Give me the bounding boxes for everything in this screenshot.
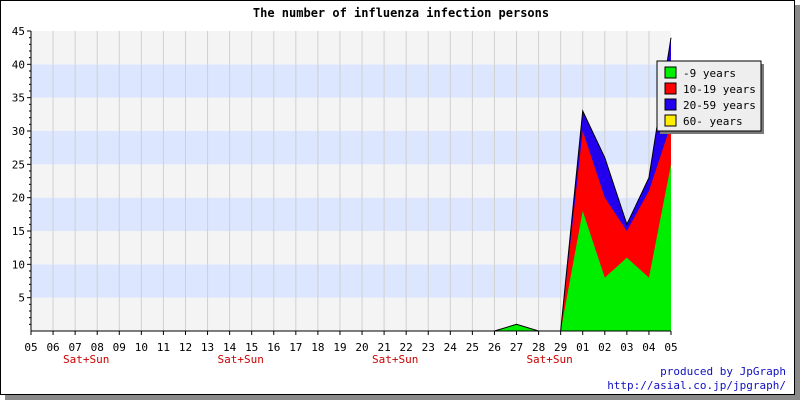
x-tick-label: 23 [422, 341, 435, 354]
legend: -9 years 10-19 years 20-59 years 60- years [656, 60, 764, 134]
legend-swatch-1 [664, 82, 677, 95]
x-tick-label: 04 [642, 341, 656, 354]
weekend-label: Sat+Sun [217, 353, 263, 366]
legend-label-2: 20-59 years [683, 99, 756, 112]
x-tick-label: 26 [488, 341, 501, 354]
chart-title: The number of influenza infection person… [253, 6, 549, 20]
grid-band [31, 31, 671, 65]
x-tick-label: 28 [532, 341, 545, 354]
x-tick-label: 14 [223, 341, 237, 354]
x-tick-label: 11 [157, 341, 170, 354]
y-tick-label: 10 [12, 258, 25, 271]
grid-band [31, 231, 671, 265]
x-tick-label: 17 [289, 341, 302, 354]
legend-swatch-0 [664, 66, 677, 79]
x-tick-label: 10 [135, 341, 148, 354]
x-tick-label: 24 [444, 341, 458, 354]
grid-band [31, 131, 671, 165]
grid-band [31, 64, 671, 98]
x-tick-label: 18 [311, 341, 324, 354]
x-tick-label: 06 [46, 341, 59, 354]
x-tick-label: 29 [554, 341, 567, 354]
grid-band [31, 97, 671, 131]
series-area-0 [31, 164, 671, 331]
credit-url[interactable]: http://asial.co.jp/jpgraph/ [607, 379, 786, 392]
area-chart: 5 10 15 20 25 30 35 40 45 05 06 07 08 09 10 11 12 13 14 15… [12, 6, 764, 366]
y-tick-label: 5 [18, 292, 25, 305]
legend-label-1: 10-19 years [683, 83, 756, 96]
x-tick-label: 02 [598, 341, 611, 354]
legend-swatch-2 [664, 98, 677, 111]
y-tick-label: 30 [12, 125, 25, 138]
y-tick-label: 25 [12, 158, 25, 171]
x-tick-label: 09 [113, 341, 126, 354]
x-tick-label: 08 [91, 341, 104, 354]
x-tick-label: 20 [355, 341, 368, 354]
legend-label-0: -9 years [683, 67, 736, 80]
x-tick-label: 13 [201, 341, 214, 354]
x-tick-label: 12 [179, 341, 192, 354]
x-tick-label: 19 [333, 341, 346, 354]
weekend-label: Sat+Sun [372, 353, 418, 366]
weekend-label: Sat+Sun [526, 353, 572, 366]
grid-band [31, 164, 671, 198]
x-tick-label: 01 [576, 341, 589, 354]
legend-label-3: 60- years [683, 115, 743, 128]
x-tick-label: 27 [510, 341, 523, 354]
grid-band [31, 197, 671, 231]
x-tick-label: 22 [400, 341, 413, 354]
legend-swatch-3 [664, 114, 677, 127]
x-tick-label: 05 [24, 341, 37, 354]
x-tick-label: 21 [377, 341, 390, 354]
y-tick-label: 40 [12, 58, 25, 71]
x-tick-label: 05 [664, 341, 677, 354]
y-tick-label: 45 [12, 25, 25, 38]
credit-produced-by: produced by JpGraph [660, 365, 786, 378]
x-tick-label: 03 [620, 341, 633, 354]
y-tick-label: 35 [12, 92, 25, 105]
y-tick-label: 15 [12, 225, 25, 238]
x-tick-label: 15 [245, 341, 258, 354]
x-tick-label: 07 [69, 341, 82, 354]
y-tick-label: 20 [12, 192, 25, 205]
x-tick-label: 16 [267, 341, 280, 354]
x-tick-label: 25 [466, 341, 479, 354]
weekend-label: Sat+Sun [63, 353, 109, 366]
